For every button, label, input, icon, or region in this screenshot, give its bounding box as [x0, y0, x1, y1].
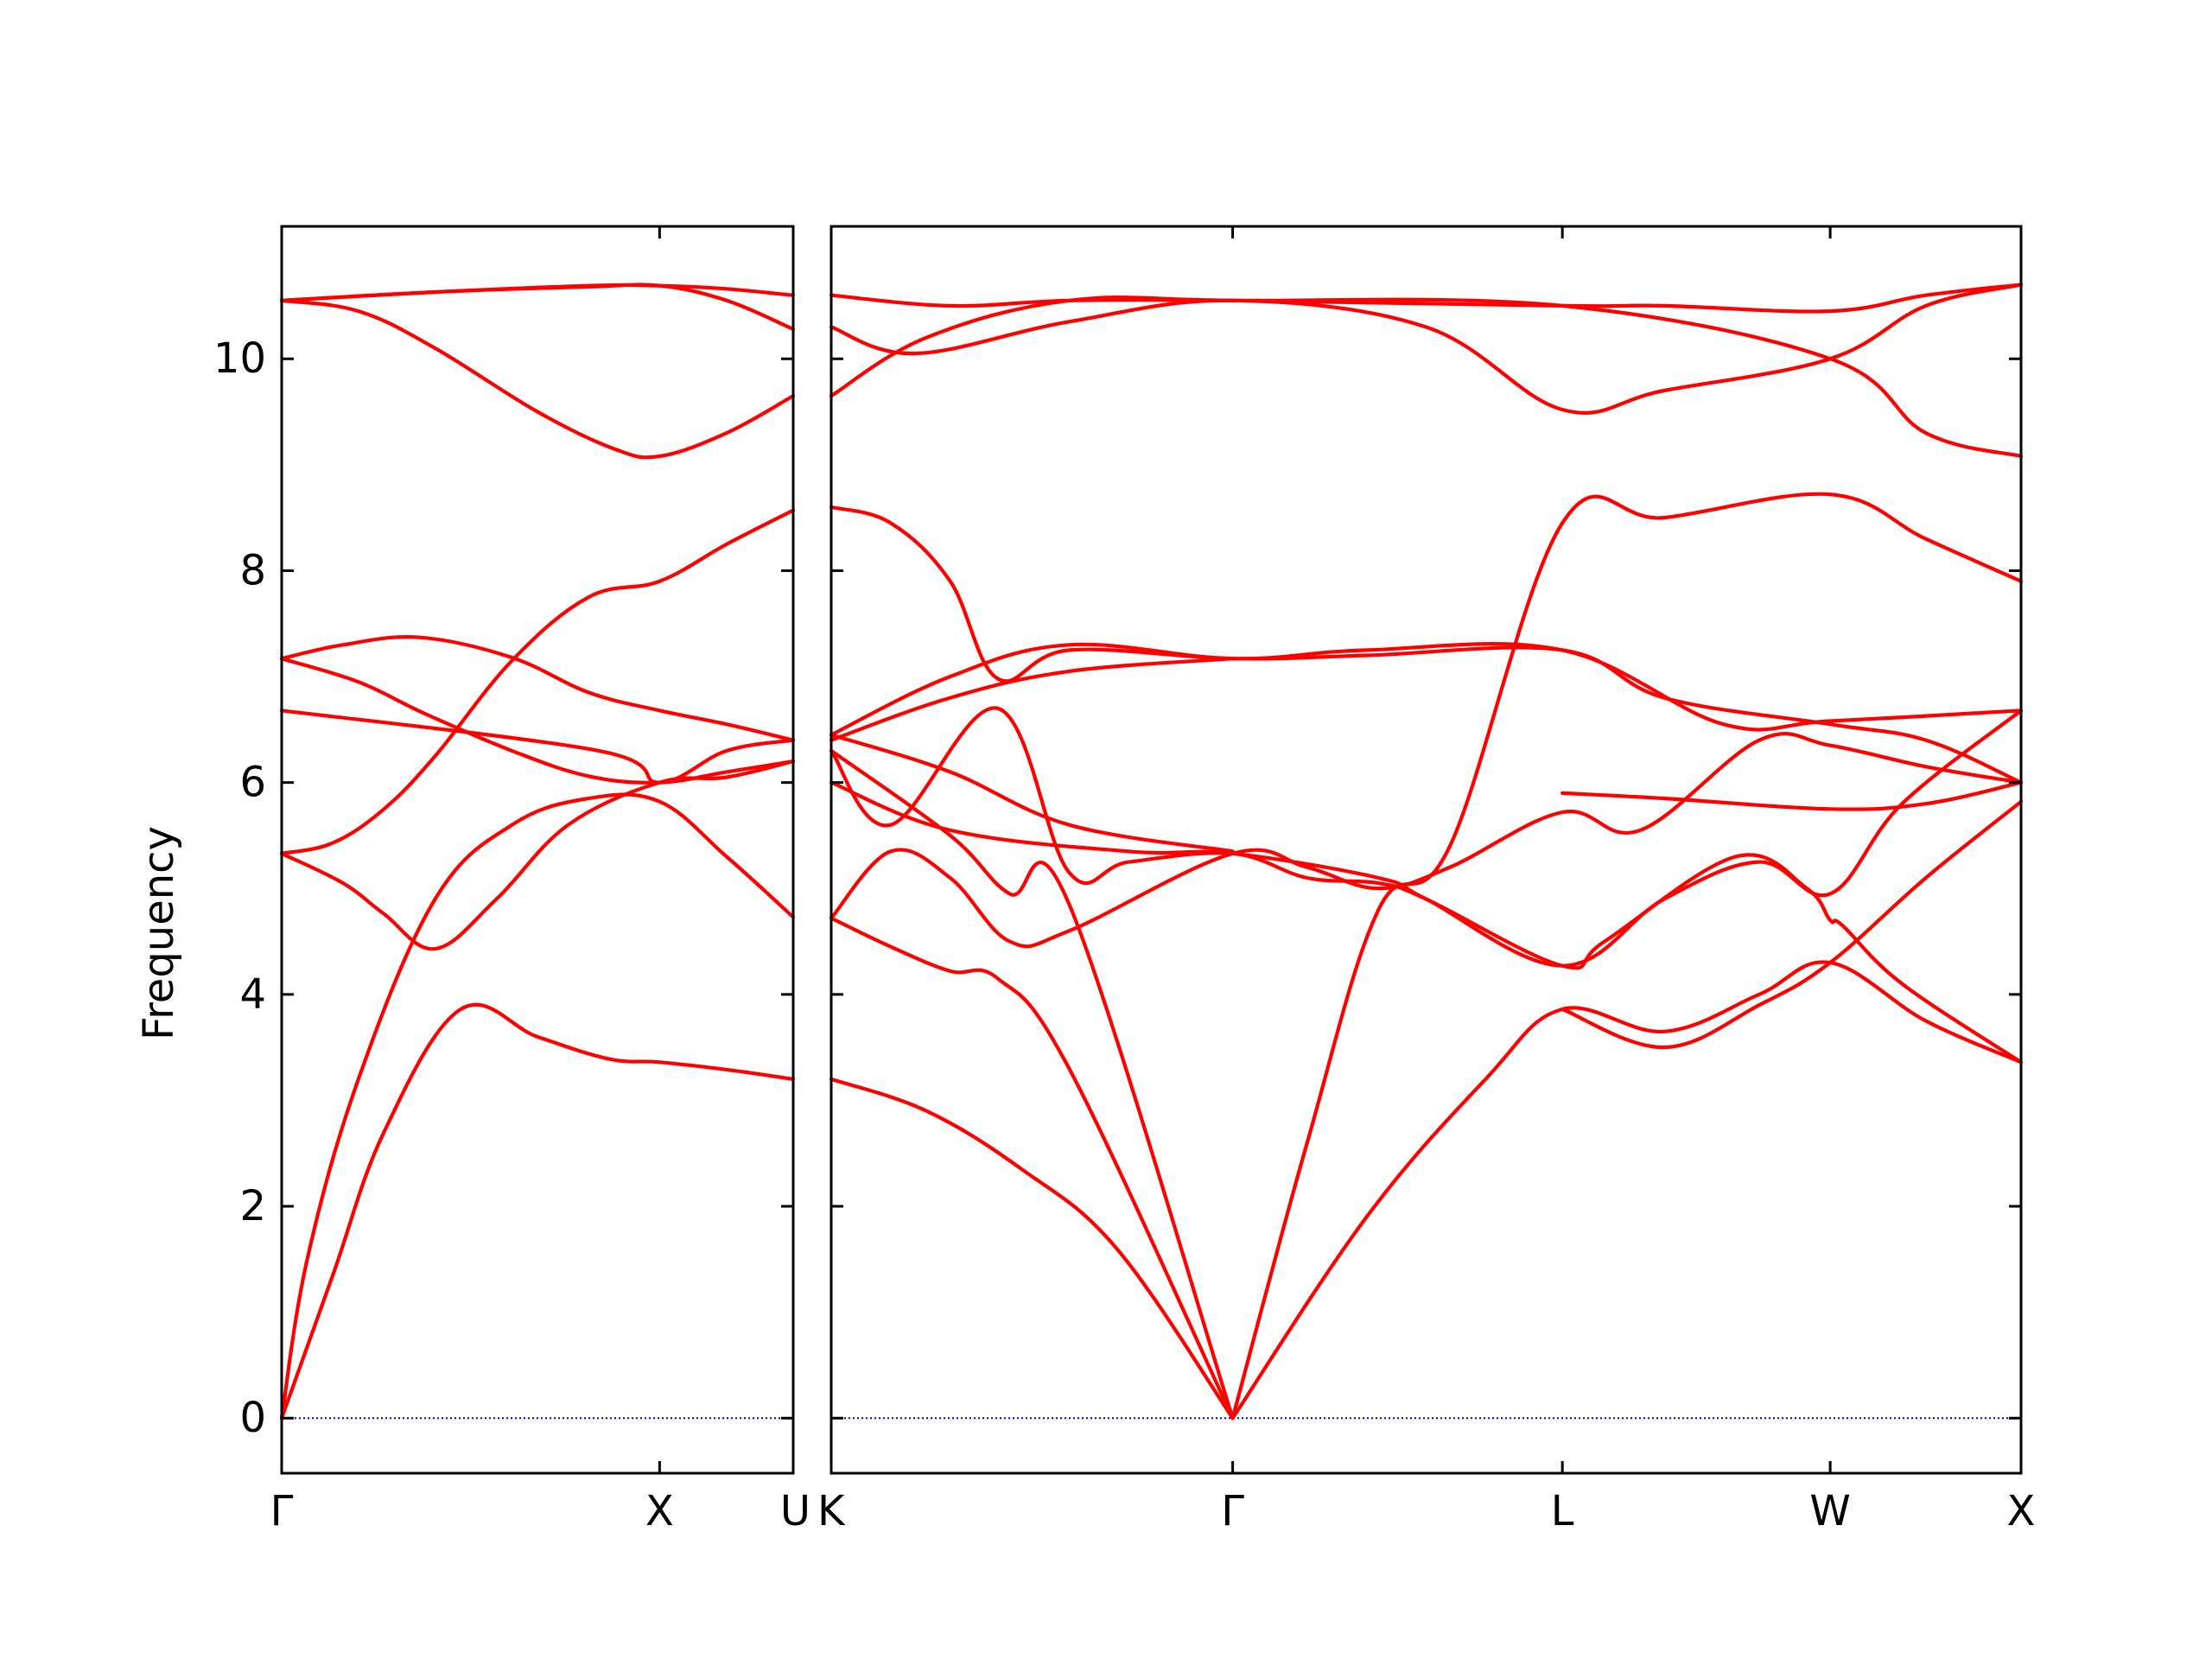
band-line-21 [829, 283, 2024, 314]
band-line-19 [829, 642, 2024, 737]
x-tick-label: Γ [1221, 1487, 1244, 1535]
band-line-25 [1230, 960, 2024, 1421]
band-line-12 [829, 916, 1235, 1421]
x-tick-label: X [2007, 1487, 2036, 1535]
plot-frame-panel-2 [830, 225, 2023, 1475]
y-tick-label: 4 [239, 970, 266, 1019]
band-line-15 [829, 732, 2024, 949]
band-line-1 [279, 792, 796, 1421]
band-line-23 [829, 283, 2024, 415]
band-line-9 [279, 283, 796, 331]
band-line-13 [829, 748, 1235, 1421]
plot-frame-panel-1 [280, 225, 795, 1475]
band-line-6 [279, 635, 796, 742]
x-tick-label: U [780, 1487, 810, 1535]
band-line-24 [1230, 492, 2024, 1421]
band-line-16 [829, 709, 2024, 968]
x-tick-label: Γ [270, 1487, 294, 1535]
band-line-27 [1560, 780, 2024, 811]
x-tick-label: K [817, 1487, 846, 1535]
band-line-10 [279, 283, 796, 302]
band-line-11 [829, 1077, 1235, 1421]
y-tick-label: 6 [239, 759, 266, 807]
band-line-8 [279, 298, 796, 460]
y-tick-label: 0 [239, 1394, 266, 1442]
y-tick-label: 10 [213, 334, 266, 383]
y-tick-label: 2 [239, 1182, 266, 1230]
x-tick-label: X [645, 1487, 674, 1535]
band-line-7 [279, 709, 796, 785]
band-line-2 [279, 1002, 796, 1421]
y-tick-label: 8 [239, 546, 266, 594]
band-line-22 [829, 296, 2024, 459]
x-tick-label: W [1809, 1487, 1850, 1535]
band-line-26 [1560, 799, 2024, 1050]
band-line-17 [829, 733, 1235, 854]
band-line-20 [829, 505, 2024, 785]
y-axis-label: Frequency [135, 826, 183, 1040]
band-line-3 [279, 760, 796, 951]
band-line-4 [279, 508, 796, 855]
band-line-18 [829, 657, 1235, 742]
band-line-5 [279, 657, 796, 785]
x-tick-label: L [1551, 1487, 1574, 1535]
